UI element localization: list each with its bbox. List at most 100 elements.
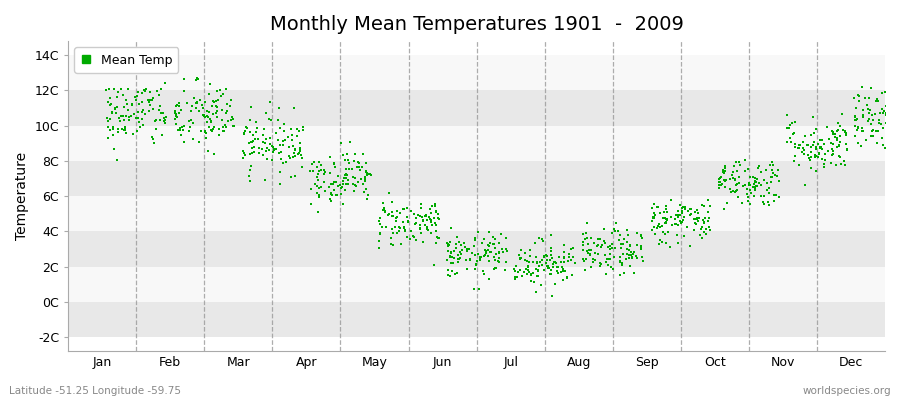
Point [862,110,877,116]
Point [469,258,483,264]
Point [190,99,204,106]
Point [317,167,331,173]
Point [296,126,310,133]
Point [545,264,560,270]
Point [674,210,688,216]
Point [646,214,661,220]
Point [675,208,689,214]
Point [172,102,186,109]
Point [448,241,463,247]
Point [388,218,402,224]
Point [105,108,120,115]
Point [714,182,728,188]
Point [700,218,715,224]
Point [492,240,507,246]
Point [338,180,353,187]
Point [822,136,836,142]
Point [308,181,322,188]
Point [878,88,892,95]
Point [269,146,284,153]
Point [647,214,662,221]
Point [168,109,183,116]
Point [556,242,571,248]
Point [449,244,464,251]
Point [748,178,762,184]
Point [129,96,143,103]
Point [176,124,190,130]
Point [871,117,886,123]
Point [382,190,396,197]
Point [311,168,326,174]
Point [759,166,773,173]
Point [576,238,590,245]
Point [372,218,386,225]
Point [498,267,512,273]
Point [190,75,204,82]
Point [809,126,824,132]
Point [676,204,690,210]
Point [491,249,506,255]
Point [429,228,444,234]
Point [552,254,566,260]
Point [327,178,341,185]
Point [896,103,900,110]
Point [116,113,130,120]
Point [158,120,172,127]
Point [103,116,117,122]
Point [121,107,135,114]
Point [757,201,771,208]
Point [488,265,502,271]
Point [580,256,594,262]
Point [486,234,500,240]
Point [678,214,692,220]
Point [317,178,331,185]
Point [731,194,745,200]
Point [683,243,698,250]
Point [472,286,486,292]
Point [700,197,715,203]
Point [199,135,213,142]
Point [266,146,281,152]
Point [877,108,891,114]
Point [403,236,418,242]
Point [513,256,527,262]
Point [419,226,434,232]
Point [321,184,336,190]
Point [528,266,543,272]
Point [738,182,752,188]
Point [347,182,362,188]
Point [389,215,403,222]
Point [118,127,132,134]
Point [625,255,639,261]
Point [404,228,419,234]
Point [742,200,757,207]
Point [471,229,485,236]
Point [340,157,355,164]
Point [718,178,733,184]
Point [669,221,683,228]
Point [196,113,211,120]
Point [577,258,591,265]
Point [111,129,125,136]
Point [215,117,230,124]
Point [244,139,258,145]
Point [668,216,682,222]
Point [814,144,828,150]
Point [129,114,143,121]
Point [896,109,900,115]
Point [451,256,465,262]
Point [136,122,150,128]
Point [241,140,256,146]
Point [509,274,524,280]
Point [248,144,262,150]
Point [810,141,824,147]
Point [303,167,318,174]
Point [886,103,900,110]
Point [584,247,598,253]
Point [851,125,866,131]
Text: worldspecies.org: worldspecies.org [803,386,891,396]
Point [469,260,483,267]
Point [446,254,460,260]
Point [684,206,698,212]
Point [425,203,439,210]
